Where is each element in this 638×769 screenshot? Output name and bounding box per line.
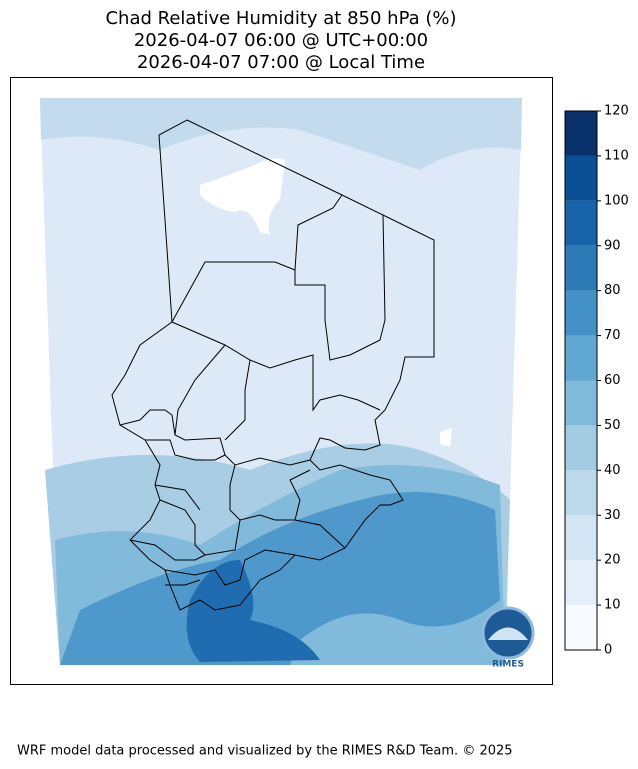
colorbar-bin — [565, 111, 597, 156]
colorbar-tick-label: 10 — [604, 598, 621, 613]
colorbar-bin — [565, 560, 597, 606]
colorbar-bin — [565, 245, 597, 291]
field-level — [60, 492, 500, 665]
footer: WRF model data processed and visualized … — [17, 744, 513, 759]
borders — [111, 119, 435, 611]
colorbar-tick-label: 80 — [604, 283, 621, 298]
colorbar-tick-label: 90 — [604, 238, 621, 253]
colorbar-bin — [565, 335, 597, 381]
map: RIMES — [10, 77, 553, 685]
colorbar-bin — [565, 605, 597, 650]
field-level — [40, 98, 522, 170]
colorbar-bin — [565, 200, 597, 246]
field-level — [186, 560, 320, 662]
colorbar-tick-label: 50 — [604, 418, 621, 433]
field-gap — [200, 158, 285, 235]
logo: RIMES — [481, 606, 535, 670]
colorbar-bin — [565, 425, 597, 471]
colorbar: 0 10 20 30 40 50 60 70 80 90 100 110 120 — [564, 104, 629, 658]
logo-text: RIMES — [492, 660, 524, 670]
colorbar-tick-label: 100 — [604, 193, 629, 208]
colorbar-tick-label: 20 — [604, 553, 621, 568]
colorbar-tick-label: 0 — [604, 643, 612, 658]
colorbar-tick-label: 110 — [604, 148, 629, 163]
colorbar-bin — [565, 155, 597, 201]
title-line: Chad Relative Humidity at 850 hPa (%) — [105, 8, 456, 29]
colorbar-tick-label: 30 — [604, 508, 621, 523]
title-line: 2026-04-07 07:00 @ Local Time — [137, 52, 425, 73]
colorbar-bin — [565, 470, 597, 516]
title-line: 2026-04-07 06:00 @ UTC+00:00 — [134, 30, 428, 51]
colorbar-bin — [565, 290, 597, 336]
field-gap — [440, 428, 452, 447]
colorbar-bin — [565, 380, 597, 426]
colorbar-tick-label: 60 — [604, 373, 621, 388]
colorbar-tick-label: 40 — [604, 463, 621, 478]
colorbar-tick-label: 120 — [604, 104, 629, 119]
colorbar-tick-label: 70 — [604, 328, 621, 343]
colorbar-bin — [565, 515, 597, 561]
